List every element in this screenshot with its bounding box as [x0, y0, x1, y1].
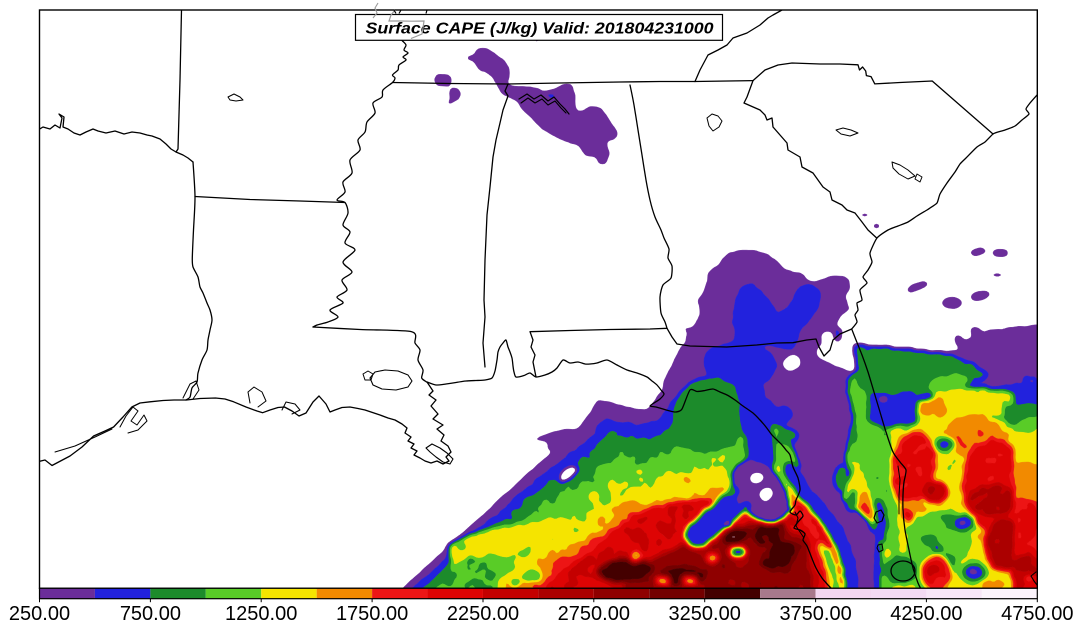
svg-text:2250.00: 2250.00: [447, 603, 519, 625]
svg-text:2750.00: 2750.00: [558, 603, 630, 625]
svg-text:3750.00: 3750.00: [779, 603, 851, 625]
svg-text:1250.00: 1250.00: [225, 603, 297, 625]
svg-text:4250.00: 4250.00: [890, 603, 962, 625]
svg-text:4750.00: 4750.00: [1001, 603, 1073, 625]
svg-text:750.00: 750.00: [120, 603, 181, 625]
svg-text:1750.00: 1750.00: [336, 603, 408, 625]
svg-text:Surface CAPE (J/kg) Valid: 201: Surface CAPE (J/kg) Valid: 201804231000: [366, 21, 714, 38]
svg-text:250.00: 250.00: [9, 603, 70, 625]
svg-text:3250.00: 3250.00: [669, 603, 741, 625]
